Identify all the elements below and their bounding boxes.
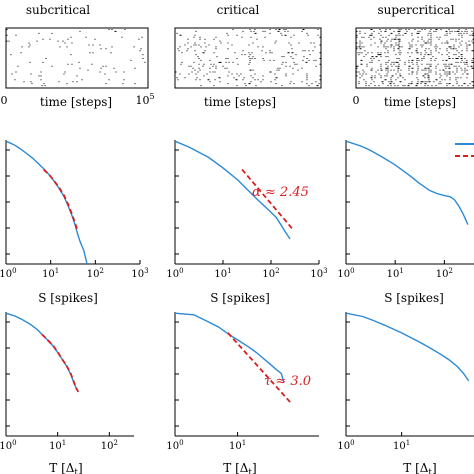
title-supercritical: supercritical — [377, 3, 454, 17]
title-critical: critical — [217, 3, 260, 17]
size-xlabel-critical: S [spikes] — [210, 291, 270, 305]
chart-size-subcritical: 100 101 102 103 — [0, 140, 149, 280]
duration-xlabel-supercritical: T [Δt] — [403, 461, 436, 474]
data-line — [345, 140, 469, 225]
alpha-annotation: α ≈ 2.45 — [252, 185, 309, 200]
raster-time-label-supercritical: time [steps] — [384, 95, 456, 109]
x-tick-label: 100 — [337, 439, 354, 452]
data-line — [345, 312, 470, 382]
x-tick-label: 100 — [0, 439, 17, 452]
x-tick-label: 101 — [393, 439, 410, 452]
raster-x-start-supercritical: 0 — [353, 94, 360, 107]
x-tick-label: 100 — [166, 439, 183, 452]
raster-x-end-subcritical: 105 — [135, 92, 154, 107]
x-tick-label: 103 — [310, 267, 327, 280]
fit-line — [241, 168, 295, 232]
data-line — [174, 140, 291, 240]
title-subcritical: subcritical — [26, 3, 90, 17]
x-tick-label: 102 — [262, 267, 279, 280]
raster-frame — [355, 27, 474, 89]
data-line — [5, 312, 79, 393]
chart-duration-supercritical: 100 101 — [337, 312, 474, 452]
raster-frame — [174, 27, 322, 89]
raster-subcritical — [5, 27, 149, 89]
x-tick-label: 101 — [229, 439, 246, 452]
data-line — [5, 140, 88, 265]
tau-annotation: τ ≈ 3.0 — [264, 374, 311, 389]
duration-xlabel-subcritical: T [Δt] — [49, 461, 82, 474]
duration-xlabel-critical: T [Δt] — [223, 461, 256, 474]
fit-line — [43, 168, 79, 232]
size-xlabel-subcritical: S [spikes] — [38, 291, 98, 305]
raster-frame — [5, 27, 149, 89]
chart-duration-critical: 100 101 — [166, 312, 319, 452]
raster-time-label-subcritical: time [steps] — [40, 95, 112, 109]
x-tick-label: 101 — [49, 439, 66, 452]
raster-spikes — [6, 29, 146, 87]
x-tick-label: 102 — [101, 439, 118, 452]
x-tick-label: 100 — [166, 267, 183, 280]
x-tick-label: 102 — [87, 267, 104, 280]
x-tick-label: 101 — [42, 267, 59, 280]
size-xlabel-supercritical: S [spikes] — [384, 291, 444, 305]
x-tick-label: 101 — [214, 267, 231, 280]
x-tick-label: 103 — [131, 267, 148, 280]
x-tick-label: 100 — [0, 267, 17, 280]
raster-spikes — [356, 29, 474, 87]
raster-time-label-critical: time [steps] — [204, 95, 276, 109]
raster-supercritical — [355, 27, 474, 89]
fit-line — [227, 332, 292, 404]
chart-size-supercritical: 100 101 102 — [337, 140, 474, 280]
x-tick-label: 101 — [387, 267, 404, 280]
x-tick-label: 100 — [337, 267, 354, 280]
chart-size-critical: 100 101 102 103 — [166, 140, 328, 280]
raster-critical — [174, 27, 322, 89]
data-line — [174, 312, 285, 383]
x-tick-label: 102 — [436, 267, 453, 280]
raster-x-start-subcritical: 0 — [1, 94, 8, 107]
fit-line — [41, 333, 80, 393]
chart-duration-subcritical: 100 101 102 — [0, 312, 134, 452]
